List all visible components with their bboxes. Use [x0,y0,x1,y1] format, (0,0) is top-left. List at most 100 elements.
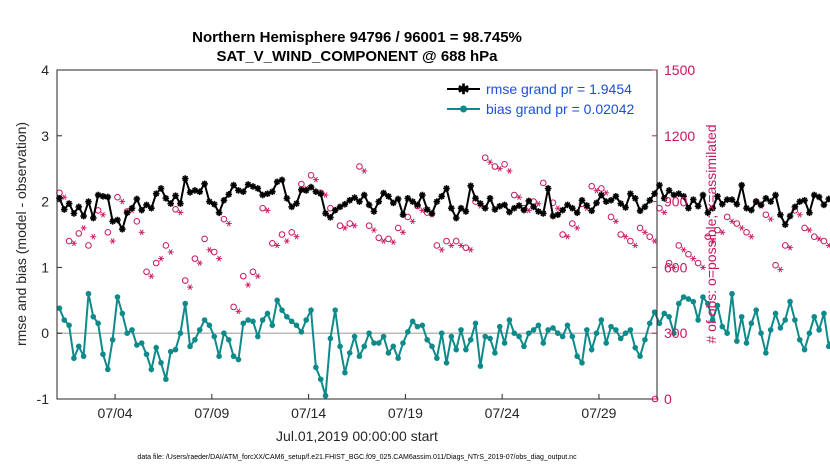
rmse-point [467,182,475,190]
obs-assimilated-point [661,209,668,216]
bias-point [588,346,595,353]
obs-assimilated-point [641,229,648,236]
bias-point [172,346,179,353]
rmse-point [225,191,233,198]
bias-point [143,351,150,358]
bias-point [385,350,392,356]
rmse-point [583,202,591,209]
bias-point [100,351,106,358]
obs-possible-point [772,261,779,269]
bias-point [250,318,256,325]
rmse-point [80,212,87,220]
rmse-point [322,210,329,217]
obs-assimilated-point [748,233,755,240]
rmse-point [172,192,179,199]
rmse-point [448,204,455,212]
obs-possible-point [685,250,692,258]
obs-possible-point [801,224,808,232]
bias-point [66,322,72,329]
obs-assimilated-point [496,165,503,172]
bias-point [167,348,174,355]
y-tick-label: -1 [37,391,50,407]
bias-point [245,317,251,323]
rmse-point [564,201,571,209]
obs-assimilated-point [341,225,348,231]
rmse-point [119,225,126,233]
bias-point [264,310,271,317]
rmse-point [665,187,673,194]
bias-point [284,313,290,320]
bias-point [134,342,140,348]
data-file-footer: data file: /Users/raeder/DAI/ATM_forcXX/… [137,454,577,461]
bias-point [613,327,619,333]
rmse-point [89,214,97,222]
obs-assimilated-point [603,190,610,196]
obs-assimilated-point [70,240,77,247]
obs-possible-point [191,255,199,262]
rmse-point [114,216,121,224]
bias-point [405,329,411,335]
bias-point [366,330,372,337]
obs-possible-point [443,237,450,245]
rmse-point [457,204,465,212]
bias-point [617,335,624,342]
bias-point [516,333,522,340]
rmse-point [196,188,204,196]
rmse-point [733,200,741,208]
bias-point [221,330,227,337]
obs-possible-point [356,163,363,170]
bias-point [564,322,571,329]
rmse-point [510,204,518,212]
bias-point [129,327,135,333]
obs-possible-point [646,233,654,240]
bias-point [482,333,489,340]
rmse-point [772,191,779,199]
obs-assimilated-point [690,255,697,262]
bias-point [671,330,677,337]
rmse-point [356,198,363,205]
obs-possible-point [462,244,470,251]
rmse-point [433,198,441,205]
y-right-tick-label: 1500 [664,62,695,78]
bias-point [192,336,198,343]
bias-point [743,340,750,346]
bias-point [666,313,672,320]
bias-point [429,343,435,350]
bias-point [593,330,600,337]
bias-point [540,340,547,346]
x-tick-label: 07/04 [98,405,133,421]
bias-point [535,322,542,329]
rmse-point [346,196,354,204]
y-right-tick-label: 600 [664,259,688,275]
bias-point [627,327,634,333]
obs-assimilated-point [719,229,726,236]
obs-possible-point [365,222,373,230]
bias-point [763,350,769,356]
bias-point [811,313,818,320]
rmse-point [341,200,349,208]
bias-point [675,300,682,307]
obs-assimilated-point [370,227,377,233]
bias-point [521,343,527,350]
bias-point [182,300,189,307]
bias-point [434,355,440,362]
rmse-point [786,212,794,220]
bias-point [584,327,590,333]
bias-point [700,294,706,300]
bias-point [380,333,387,340]
bias-point [569,333,576,340]
rmse-point [65,200,73,207]
obs-possible-point [820,237,828,245]
y-right-tick-label: 1200 [664,128,695,144]
rmse-point [259,191,266,199]
obs-possible-point [481,154,489,162]
obs-assimilated-point [158,255,165,262]
rmse-point [767,198,775,205]
bias-point [530,327,537,333]
obs-assimilated-point [390,239,397,245]
obs-possible-point [733,220,741,227]
bias-point [821,310,827,317]
bias-point [375,340,382,346]
bias-point [240,320,247,327]
obs-possible-point [133,218,141,225]
